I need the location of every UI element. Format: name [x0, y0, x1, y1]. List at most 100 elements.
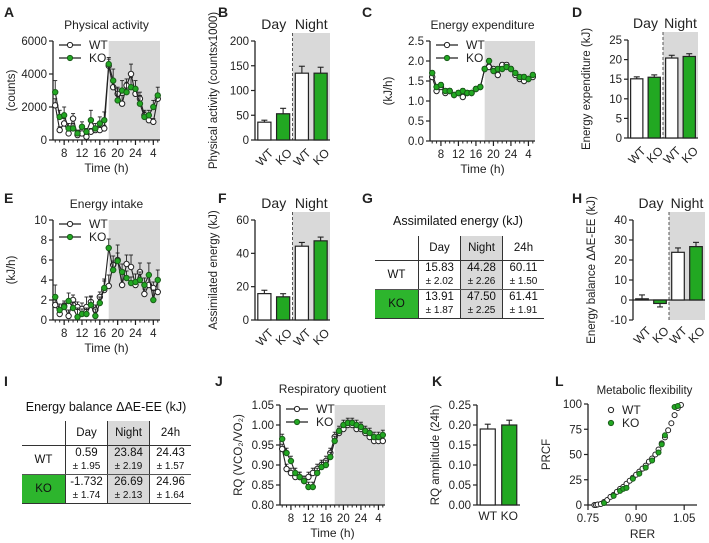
row-header: KO — [22, 474, 66, 504]
panel-letter: F — [218, 190, 227, 206]
night-shade — [108, 220, 160, 320]
y-tick-label: 75 — [569, 424, 582, 436]
x-axis-label: Time (h) — [310, 526, 354, 540]
y-tick-label: 1.5 — [408, 76, 424, 88]
bar-wt — [630, 78, 644, 139]
y-axis-label: (counts) — [6, 70, 18, 112]
y-tick-label: 5 — [616, 113, 622, 125]
x-tick-label: 20 — [487, 149, 500, 161]
y-tick-label: 0 — [621, 295, 627, 307]
x-tick-label: 24 — [505, 149, 518, 161]
legend-label-ko: KO — [466, 51, 483, 65]
panel-letter: I — [4, 373, 8, 389]
y-tick-label: 100 — [563, 399, 582, 411]
x-tick-label: 8 — [438, 149, 444, 161]
data-point-ko — [529, 71, 537, 79]
y-tick-label: 10 — [609, 94, 622, 106]
y-tick-label: 20 — [609, 55, 622, 67]
data-point-ko — [437, 81, 445, 89]
data-point-wt — [65, 312, 72, 320]
bar-ko — [647, 76, 661, 139]
data-point-ko — [446, 87, 453, 95]
table-g: Day Night 24h WT 15.83 ± 2.02 44.28 ± 2.26… — [375, 236, 544, 319]
data-point-ko — [366, 429, 373, 437]
data-point-wt — [671, 412, 678, 419]
data-point-ko — [335, 427, 343, 435]
y-tick-label: 50 — [236, 110, 249, 122]
group-label-day: Day — [633, 15, 658, 31]
group-label-night: Night — [671, 195, 704, 211]
data-point-ko — [69, 304, 77, 312]
data-point-ko — [322, 461, 330, 469]
data-point-ko — [52, 88, 59, 96]
x-tick-label: 20 — [111, 148, 124, 160]
data-point-ko — [327, 453, 334, 461]
y-tick-label: 2 — [41, 295, 47, 307]
data-point-ko — [481, 65, 488, 73]
data-point-ko — [154, 92, 161, 99]
bar-ko — [653, 299, 667, 305]
night-shade — [484, 41, 535, 141]
col-header: Day — [418, 236, 461, 261]
data-point-ko — [83, 310, 90, 318]
table-cell: 61.41 ± 1.91 — [502, 289, 544, 319]
panel-d: D Day Night 0 5 10 15 20 25 Energy expenditure (k… — [572, 4, 701, 167]
data-point-wt — [379, 437, 387, 445]
y-axis-label: PRCF — [541, 439, 553, 470]
table-i-title: Energy balance ΔAE-EE (kJ) — [25, 400, 187, 414]
row-header: KO — [375, 289, 419, 319]
y-tick-label: 20 — [614, 255, 627, 267]
y-tick-label: 150 — [230, 61, 249, 73]
chart-title: Respiratory quotient — [279, 382, 387, 396]
col-header: 24h — [149, 421, 191, 446]
data-point-ko — [141, 281, 148, 289]
data-point-wt — [101, 125, 108, 132]
panel-g: G — [362, 190, 373, 206]
col-header: Night — [460, 236, 503, 261]
data-point-ko — [287, 457, 295, 465]
y-tick-label: 0 — [243, 135, 249, 147]
y-tick-label: 25 — [609, 35, 622, 47]
y-tick-label: 0.0 — [408, 136, 424, 148]
panel-letter: D — [572, 4, 582, 20]
table-cell: 26.69 ± 2.13 — [107, 474, 150, 504]
legend-marker-wt — [66, 41, 74, 49]
data-point-ko — [636, 470, 643, 477]
legend-marker-ko — [66, 54, 74, 62]
data-point-ko — [674, 403, 681, 410]
legend-marker-ko — [443, 54, 451, 62]
table-cell: 24.43 ± 1.57 — [149, 445, 191, 475]
x-tick-label: 12 — [76, 148, 89, 160]
legend-label-wt: WT — [466, 38, 485, 52]
x-tick-label: 20 — [337, 513, 350, 525]
data-point-ko — [145, 271, 153, 279]
data-point-wt — [665, 427, 672, 434]
y-axis-label: RQ (VCO₂/VO₂) — [233, 414, 245, 496]
y-tick-label: 0.10 — [449, 460, 471, 472]
legend-marker-ko — [607, 419, 615, 427]
data-point-wt — [278, 445, 286, 453]
y-tick-label: 0.90 — [252, 460, 274, 472]
legend-label-wt: WT — [316, 402, 335, 416]
data-point-ko — [52, 293, 59, 301]
data-point-ko — [283, 449, 290, 457]
data-point-ko — [78, 123, 86, 131]
table-cell: 47.50 ± 2.25 — [460, 289, 503, 319]
data-point-ko — [105, 60, 112, 68]
legend-label-ko: KO — [622, 416, 639, 430]
y-tick-label: 15 — [609, 74, 622, 86]
panel-letter: J — [215, 373, 223, 389]
data-point-ko — [109, 77, 117, 84]
col-header: 24h — [502, 236, 544, 261]
y-axis-label: Energy expenditure (kJ) — [581, 28, 593, 150]
data-point-ko — [629, 475, 636, 482]
x-axis-label: Time (h) — [460, 162, 504, 176]
panel-letter: E — [4, 190, 13, 206]
data-point-wt — [305, 473, 312, 481]
x-tick-label: 20 — [111, 328, 124, 340]
category-label: KO — [310, 146, 332, 168]
data-point-ko — [132, 85, 139, 93]
y-tick-label: 10 — [614, 275, 627, 287]
